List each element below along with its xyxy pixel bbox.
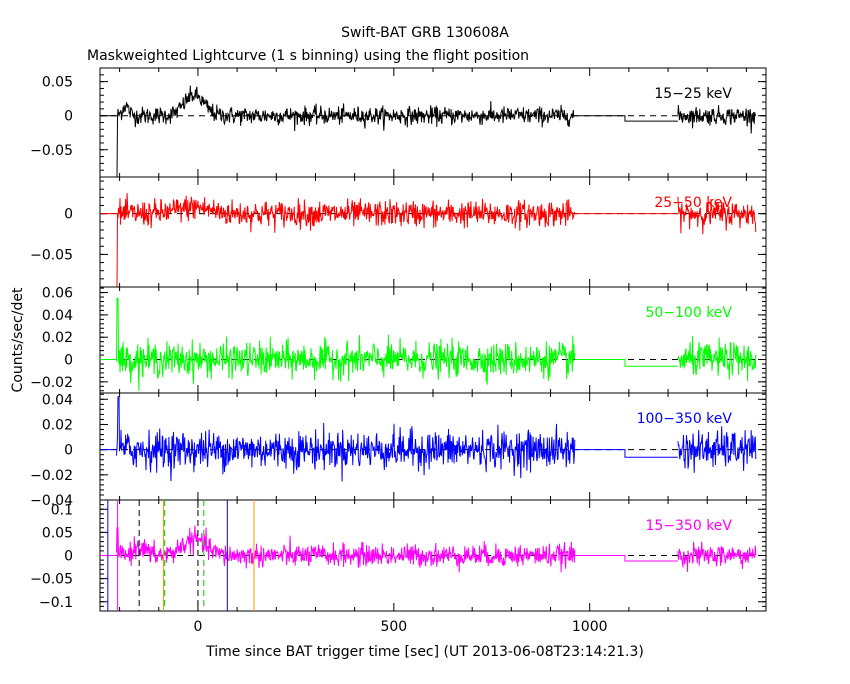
x-tick-label: 1000 — [572, 619, 608, 635]
panel-4: 0.1 0.05 0 −0.05 −0.1 15−350 keV — [30, 499, 767, 612]
y-tick-label: 0 — [64, 353, 73, 369]
lightcurve-series — [116, 396, 576, 482]
band-label: 15−350 keV — [645, 518, 732, 534]
band-label: 100−350 keV — [637, 411, 733, 427]
panel-frame — [99, 67, 767, 178]
gap-line — [574, 449, 678, 458]
band-label: 50−100 keV — [645, 305, 732, 321]
gap-line — [574, 555, 678, 562]
panel-frame — [99, 286, 767, 394]
panel-1: 0 −0.05 25−50 keV — [30, 176, 767, 288]
y-tick-label: −0.02 — [30, 468, 73, 484]
panel-0: 0.05 0 −0.05 15−25 keV — [30, 67, 767, 178]
y-tick-label: −0.05 — [30, 572, 73, 588]
lightcurve-series — [116, 193, 576, 288]
band-label: 15−25 keV — [654, 86, 732, 102]
y-tick-label: 0.04 — [42, 392, 73, 408]
x-axis-label: Time since BAT trigger time [sec] (UT 20… — [205, 644, 644, 660]
lightcurve-series — [677, 541, 757, 572]
y-tick-label: −0.04 — [30, 493, 73, 509]
lightcurve-series — [116, 297, 576, 392]
y-tick-label: −0.02 — [30, 375, 73, 391]
x-tick-label: 500 — [380, 619, 407, 635]
lightcurve-series — [116, 525, 576, 573]
panel-2: 0.06 0.04 0.02 0 −0.02 50−100 keV — [30, 286, 767, 394]
y-tick-label: 0.06 — [42, 286, 73, 302]
x-tick-label: 0 — [193, 619, 202, 635]
gap-line — [574, 359, 678, 367]
panel-3: 0.04 0.02 0 −0.02 −0.04 100−350 keV — [30, 392, 767, 509]
y-axis-label: Counts/sec/det — [10, 287, 26, 392]
y-tick-label: 0 — [64, 549, 73, 565]
y-tick-label: 0 — [64, 109, 73, 125]
y-tick-label: 0 — [64, 207, 73, 223]
chart-title: Swift-BAT GRB 130608A — [341, 25, 509, 41]
y-tick-label: −0.05 — [30, 247, 73, 263]
chart-subtitle: Maskweighted Lightcurve (1 s binning) us… — [87, 48, 529, 64]
y-tick-label: 0.1 — [51, 502, 73, 518]
lightcurve-series — [677, 426, 757, 473]
y-tick-label: 0 — [64, 443, 73, 459]
y-tick-label: −0.05 — [30, 143, 73, 159]
y-tick-label: 0.05 — [42, 525, 73, 541]
y-tick-label: 0.02 — [42, 417, 73, 433]
lightcurve-series — [677, 336, 757, 382]
y-tick-label: 0.05 — [42, 75, 73, 91]
band-label: 25−50 keV — [654, 195, 732, 211]
panel-frame — [99, 176, 767, 288]
lightcurve-series — [677, 196, 757, 235]
y-tick-label: 0.04 — [42, 308, 73, 324]
lightcurve-series — [677, 104, 756, 134]
gap-line — [574, 115, 678, 122]
y-tick-label: 0.02 — [42, 330, 73, 346]
y-tick-label: −0.1 — [39, 595, 73, 611]
lightcurve-series — [116, 85, 576, 178]
